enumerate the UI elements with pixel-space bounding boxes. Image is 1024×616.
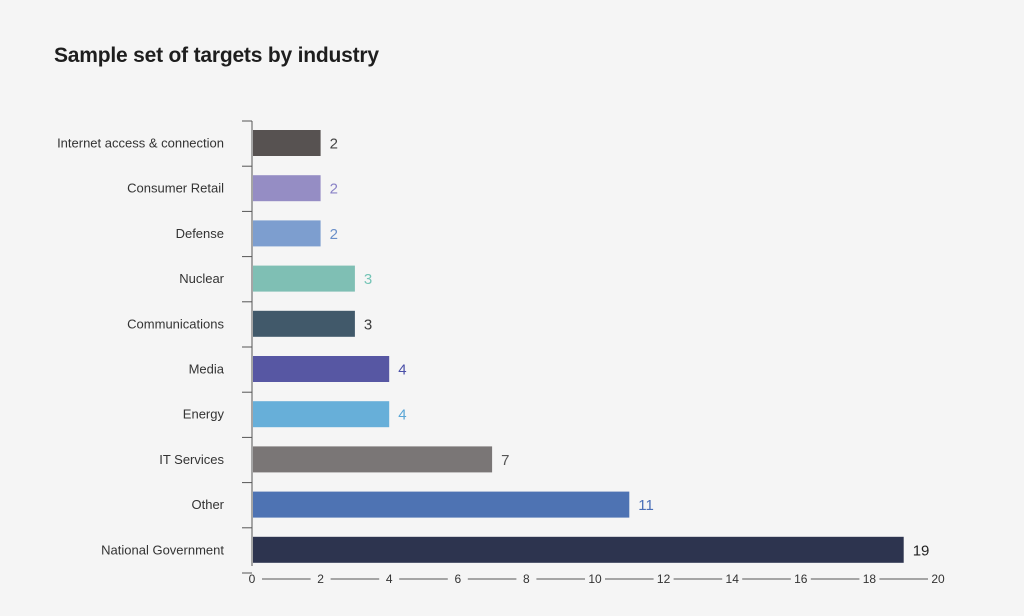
x-tick-label: 2 [317, 572, 324, 586]
chart-title: Sample set of targets by industry [54, 44, 379, 67]
x-tick-label: 10 [588, 572, 602, 586]
axis-layer: 0 2 4 6 8 10 12 14 16 18 20 [242, 120, 945, 586]
x-tick-label: 20 [931, 572, 945, 586]
value-label: 4 [398, 362, 406, 379]
bar-nuclear [253, 265, 355, 292]
bar-defense [253, 220, 321, 247]
x-tick-label: 8 [523, 572, 530, 586]
category-label: Defense [176, 226, 224, 241]
bar-energy [253, 401, 390, 428]
bar-other [253, 491, 630, 518]
x-tick-label: 6 [454, 572, 461, 586]
value-label: 11 [638, 497, 654, 514]
x-tick-label: 18 [863, 572, 877, 586]
category-label: Communications [127, 316, 224, 331]
category-label: National Government [101, 542, 224, 557]
category-label: Consumer Retail [127, 181, 224, 196]
labels-layer: Internet access & connection 2 Consumer Re… [57, 136, 929, 560]
value-label: 4 [398, 407, 406, 424]
bars-layer [253, 130, 904, 563]
category-label: IT Services [159, 452, 224, 467]
value-label: 3 [364, 271, 372, 288]
x-tick-label: 12 [657, 572, 671, 586]
category-label: Internet access & connection [57, 136, 224, 151]
bar-internet-access-connection [253, 130, 321, 156]
x-tick-label: 16 [794, 572, 808, 586]
bar-media [253, 356, 390, 382]
category-label: Nuclear [179, 271, 224, 286]
category-label: Media [189, 362, 225, 377]
x-tick-label: 0 [249, 572, 256, 586]
value-label: 2 [330, 181, 338, 198]
bar-national-government [253, 536, 904, 563]
value-label: 3 [364, 316, 372, 333]
category-label: Energy [183, 407, 225, 422]
bar-communications [253, 310, 355, 337]
value-label: 2 [330, 226, 338, 243]
x-tick-label: 4 [386, 572, 393, 586]
bar-it-services [253, 446, 493, 473]
value-label: 2 [330, 136, 338, 153]
value-label: 19 [913, 542, 930, 559]
value-label: 7 [501, 452, 509, 469]
category-label: Other [191, 497, 224, 512]
x-tick-label: 14 [726, 572, 740, 586]
bar-consumer-retail [253, 175, 321, 202]
